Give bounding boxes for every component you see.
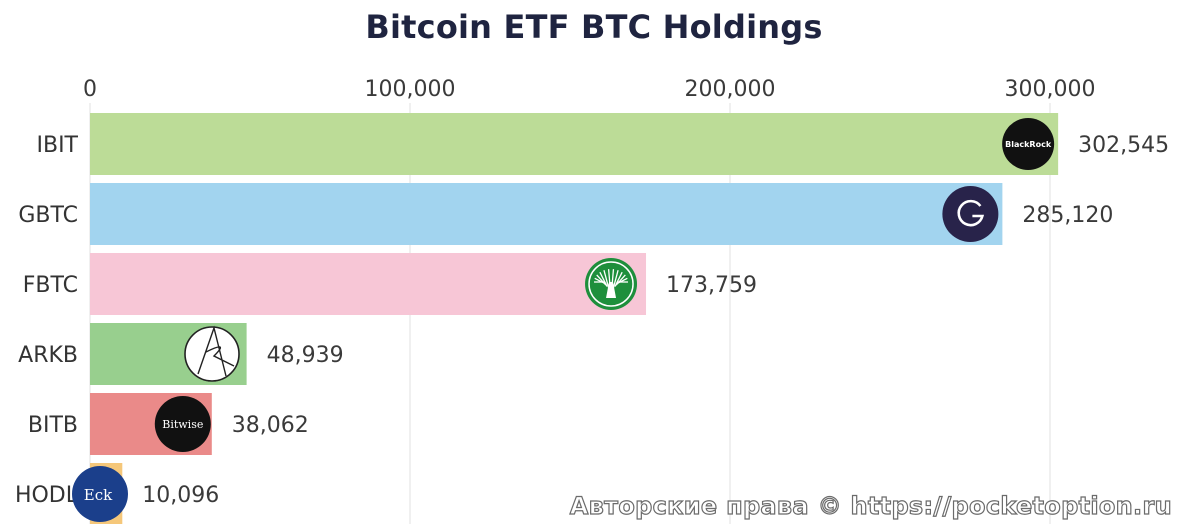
- x-tick-label: 300,000: [1005, 77, 1096, 102]
- category-label: IBIT: [36, 133, 78, 158]
- category-label: FBTC: [23, 273, 78, 298]
- bars: [90, 113, 1059, 524]
- category-labels: IBIT GBTC FBTC ARKB BITB HODL: [15, 133, 79, 508]
- x-axis-ticks: 0 100,000 200,000 300,000: [83, 77, 1095, 102]
- category-label: GBTC: [18, 203, 78, 228]
- value-label: 173,759: [666, 273, 757, 298]
- x-tick-label: 100,000: [365, 77, 456, 102]
- bar-fbtc: [90, 253, 647, 315]
- blackrock-logo: BlackRock: [1002, 118, 1055, 170]
- svg-text:Eck: Eck: [84, 486, 113, 504]
- category-label: BITB: [28, 413, 78, 438]
- fidelity-logo: [585, 258, 638, 310]
- ark-invest-logo: [184, 325, 240, 382]
- category-label: ARKB: [18, 343, 78, 368]
- bitwise-logo: Bitwise: [154, 396, 211, 452]
- value-label: 38,062: [232, 413, 309, 438]
- value-label: 48,939: [267, 343, 344, 368]
- chart-title: Bitcoin ETF BTC Holdings: [365, 8, 823, 46]
- fund-logos: BlackRock Bitwise Eck: [72, 118, 1055, 522]
- grayscale-logo: [942, 186, 999, 242]
- value-label: 285,120: [1022, 203, 1113, 228]
- x-tick-label: 200,000: [685, 77, 776, 102]
- bar-ibit: [90, 113, 1059, 175]
- vaneck-logo: Eck: [72, 466, 128, 522]
- value-label: 302,545: [1078, 133, 1169, 158]
- svg-text:BlackRock: BlackRock: [1005, 140, 1052, 149]
- x-tick-label: 0: [83, 77, 97, 102]
- watermark: Авторские права © https://pocketoption.r…: [569, 491, 1172, 520]
- svg-text:Bitwise: Bitwise: [162, 418, 203, 431]
- category-label: HODL: [15, 483, 79, 508]
- value-label: 10,096: [142, 483, 219, 508]
- value-labels: 302,545 285,120 173,759 48,939 38,062 10,096: [142, 133, 1169, 508]
- bar-gbtc: [90, 183, 1003, 245]
